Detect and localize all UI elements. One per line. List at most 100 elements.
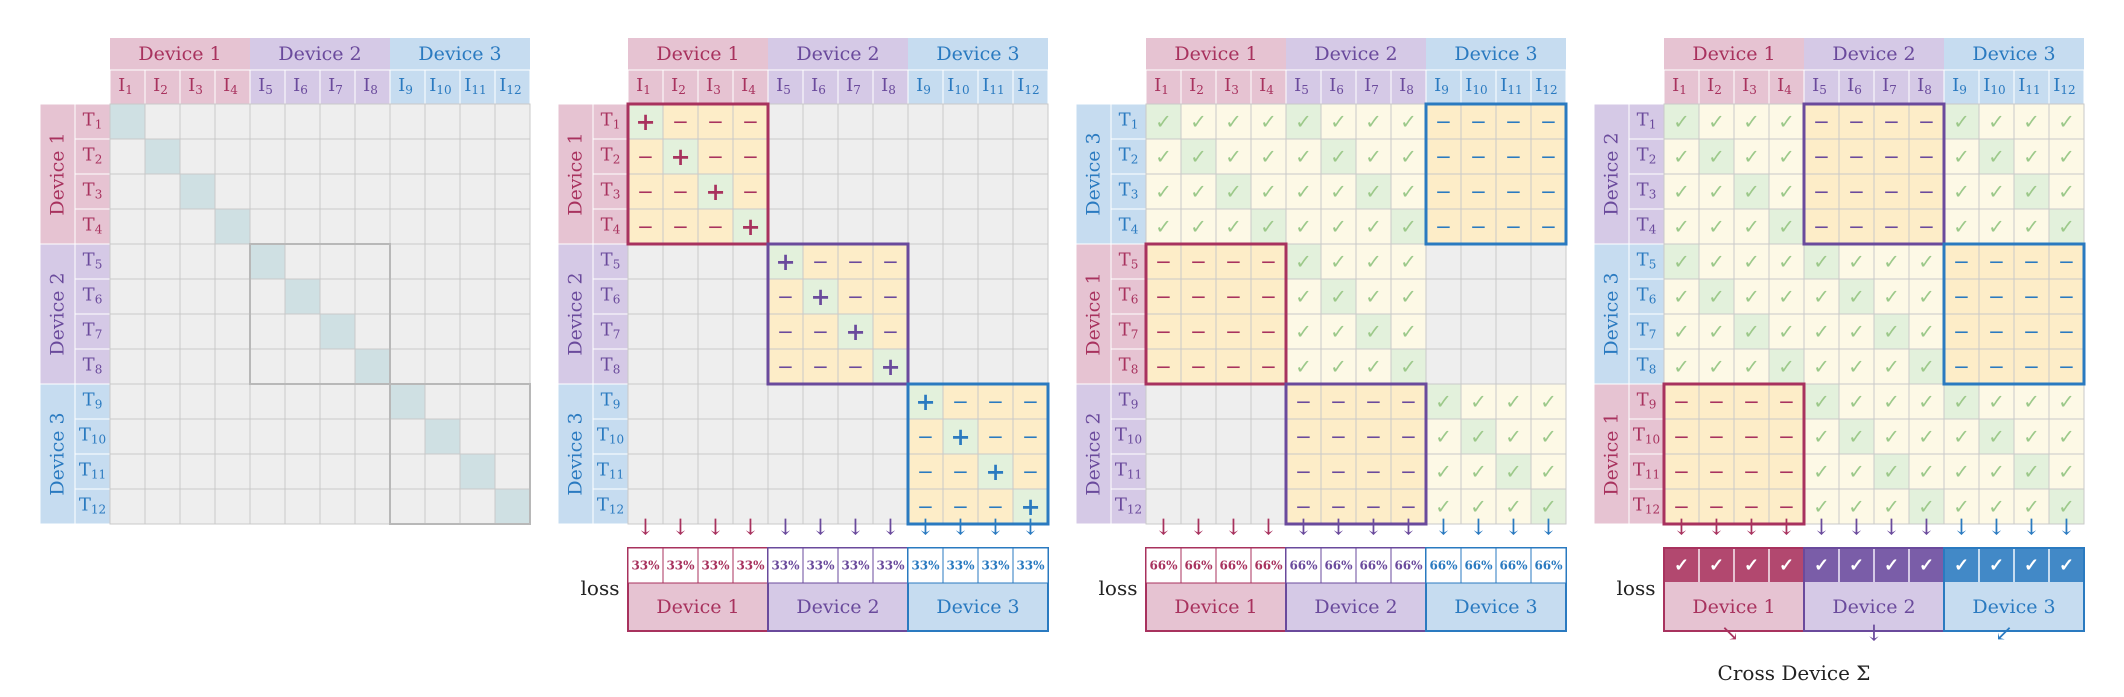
matrix-cell [2048,278,2085,315]
matrix-cell [284,418,321,455]
loss-cell [1945,549,1978,582]
image-label-6: I6 [1329,75,1344,98]
image-label-2-letter: I [153,75,160,96]
matrix-cell [1012,138,1049,175]
matrix-cell [837,103,874,140]
text-label-2-letter: T [83,144,95,165]
matrix-cell [942,208,979,245]
matrix-cell [2048,383,2085,420]
image-label-8: I8 [1399,75,1414,98]
negative-mark: − [1988,320,2005,344]
text-label-10: T10 [597,424,624,447]
image-label-1: I1 [1154,75,1169,98]
text-label-1: T1 [1119,109,1139,132]
matrix-cell [767,453,804,490]
text-label-3: T3 [83,179,103,202]
negative-mark: − [1365,390,1382,414]
negative-mark: − [812,250,829,274]
matrix-cell [802,313,839,350]
matrix-cell [1355,313,1392,350]
matrix-cell [627,313,664,350]
loss-percent: 66% [1534,559,1563,573]
image-label-4-letter: I [223,75,230,96]
matrix-cell [627,348,664,385]
image-label-11-letter: I [464,75,471,96]
check-mark: ✓ [1813,355,1830,379]
negative-mark: − [1743,390,1760,414]
check-mark: ✓ [1365,285,1382,309]
matrix-cell [1838,313,1875,350]
negative-mark: − [1365,425,1382,449]
matrix-cell [459,313,496,350]
matrix-cell [767,173,804,210]
matrix-cell [2048,418,2085,455]
matrix-cell [249,138,286,175]
check-mark: ✓ [1673,110,1690,134]
down-arrow: ↓ [1847,516,1865,541]
text-label-6-letter: T [601,284,613,305]
matrix-cell [732,453,769,490]
image-label-11: I11 [464,75,486,98]
image-label-8-subscript: 8 [888,83,896,97]
image-label-12: I12 [2053,75,2075,98]
negative-mark: − [1190,285,1207,309]
check-mark: ✓ [1673,215,1690,239]
matrix-cell [424,348,461,385]
matrix-cell [627,278,664,315]
block-outline [1144,242,1288,386]
matrix-cell [1908,418,1945,455]
negative-mark: − [1470,110,1487,134]
negative-mark: − [882,250,899,274]
image-label-5: I5 [1812,75,1827,98]
check-mark: ✓ [1260,180,1277,204]
row-device-header-1 [1593,383,1630,525]
matrix-cell [1530,383,1567,420]
column-device-label: Device 2 [796,43,879,65]
matrix-cell [284,278,321,315]
matrix-cell [1285,488,1322,525]
check-mark: ✓ [1883,495,1900,519]
check-mark: ✓ [1953,110,1970,134]
check-mark: ✓ [1330,180,1347,204]
check-mark: ✓ [1848,390,1865,414]
matrix-cell [389,278,426,315]
loss-percent: 66% [1359,559,1388,573]
matrix-cell [109,103,146,140]
matrix-cell [1145,453,1182,490]
negative-mark: − [2058,355,2075,379]
loss-percent: 66% [1254,559,1283,573]
matrix-cell [767,278,804,315]
check-mark: ✓ [1778,355,1795,379]
down-arrow: ↓ [1021,516,1039,541]
matrix-cell [1012,453,1049,490]
image-header-cell [319,69,356,105]
text-label-3-subscript: 3 [1131,188,1139,202]
negative-mark: − [1540,145,1557,169]
matrix-cell [144,313,181,350]
check-mark: ✓ [1295,145,1312,169]
image-label-7-subscript: 7 [853,83,861,97]
down-arrow: ↓ [1882,516,1900,541]
matrix-cell [907,103,944,140]
loss-device-label: Device 3 [1972,596,2055,618]
matrix-cell [1908,383,1945,420]
loss-device-label: Device 2 [1314,596,1397,618]
row-device-header-3 [1075,103,1112,245]
negative-mark: − [1505,180,1522,204]
text-label-9: T9 [83,389,103,412]
matrix-cell [214,383,251,420]
matrix-cell [697,313,734,350]
negative-mark: − [707,145,724,169]
image-label-10-letter: I [429,75,436,96]
text-label-3-letter: T [83,179,95,200]
image-label-9: I9 [398,75,413,98]
block-outline [766,242,910,386]
matrix-cell [942,348,979,385]
loss-cell [1390,547,1427,584]
matrix-cell [389,453,426,490]
matrix-cell [214,208,251,245]
check-mark: ✓ [1505,425,1522,449]
matrix-cell [319,243,356,280]
text-label-4: T4 [1637,214,1657,237]
loss-cell [1700,549,1733,582]
